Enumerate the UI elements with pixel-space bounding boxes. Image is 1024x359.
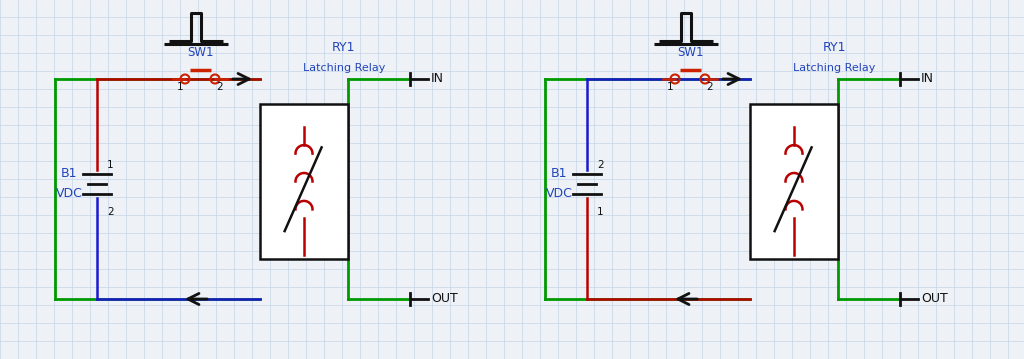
Bar bbox=[750, 104, 838, 259]
Text: RY1: RY1 bbox=[822, 41, 846, 54]
Text: VDC: VDC bbox=[546, 187, 572, 200]
Text: 2: 2 bbox=[217, 82, 223, 92]
Text: 2: 2 bbox=[707, 82, 714, 92]
Text: Latching Relay: Latching Relay bbox=[793, 63, 876, 73]
Text: SW1: SW1 bbox=[677, 46, 703, 59]
Bar bbox=[260, 104, 348, 259]
Text: B1: B1 bbox=[60, 167, 77, 180]
Text: 1: 1 bbox=[597, 207, 603, 217]
Text: OUT: OUT bbox=[921, 293, 948, 306]
Text: 1: 1 bbox=[667, 82, 674, 92]
Text: 2: 2 bbox=[597, 160, 603, 170]
Text: 1: 1 bbox=[106, 160, 114, 170]
Text: RY1: RY1 bbox=[332, 41, 355, 54]
Text: 1: 1 bbox=[177, 82, 183, 92]
Text: IN: IN bbox=[431, 73, 444, 85]
Text: 2: 2 bbox=[106, 207, 114, 217]
Text: Latching Relay: Latching Relay bbox=[303, 63, 385, 73]
Text: SW1: SW1 bbox=[186, 46, 213, 59]
Text: B1: B1 bbox=[551, 167, 567, 180]
Text: OUT: OUT bbox=[431, 293, 458, 306]
Text: VDC: VDC bbox=[55, 187, 83, 200]
Text: IN: IN bbox=[921, 73, 934, 85]
